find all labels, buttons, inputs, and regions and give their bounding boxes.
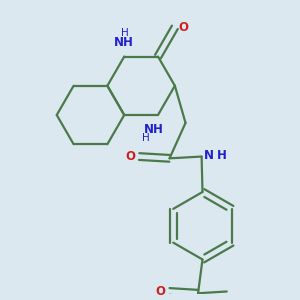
Text: O: O bbox=[178, 21, 188, 34]
Text: H: H bbox=[121, 28, 129, 38]
Text: NH: NH bbox=[114, 35, 134, 49]
Text: H: H bbox=[217, 149, 226, 162]
Text: N: N bbox=[203, 149, 213, 162]
Text: O: O bbox=[156, 285, 166, 298]
Text: H: H bbox=[142, 133, 149, 143]
Text: NH: NH bbox=[144, 123, 164, 136]
Text: O: O bbox=[126, 150, 136, 163]
